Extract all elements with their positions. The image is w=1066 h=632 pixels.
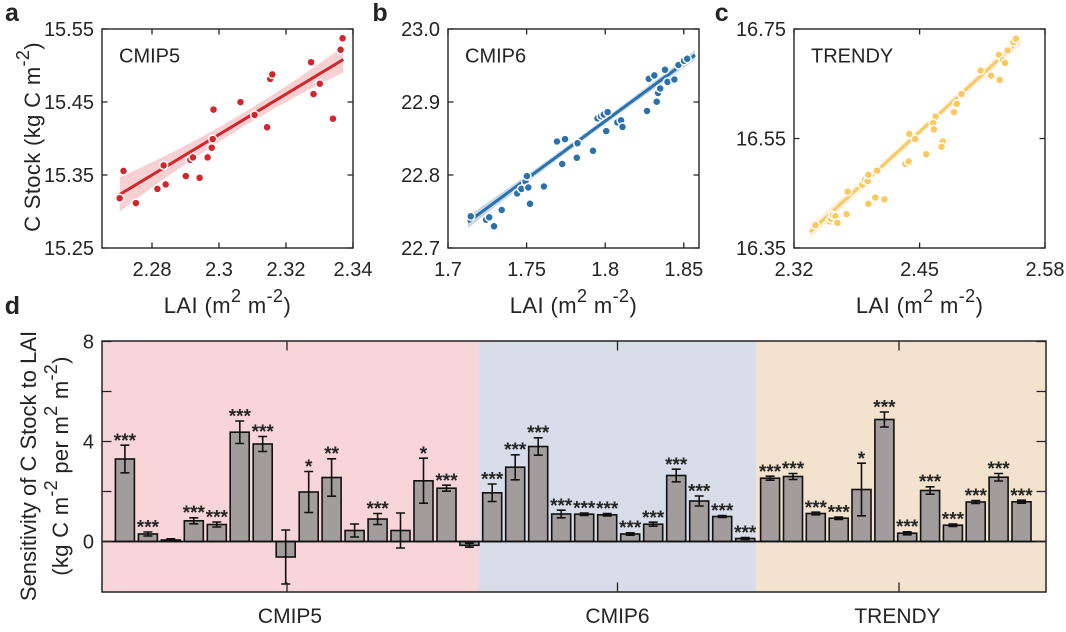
svg-text:2.45: 2.45 (900, 259, 939, 281)
svg-text:CMIP5: CMIP5 (119, 45, 180, 67)
svg-text:***: *** (206, 508, 229, 529)
svg-text:***: *** (527, 423, 550, 444)
svg-text:22.8: 22.8 (401, 165, 440, 187)
svg-text:c: c (715, 0, 729, 27)
svg-text:***: *** (573, 499, 596, 520)
svg-text:***: *** (596, 499, 619, 520)
svg-text:2.34: 2.34 (334, 259, 373, 281)
svg-text:0: 0 (83, 532, 94, 554)
svg-text:15.45: 15.45 (44, 92, 94, 114)
svg-text:16.55: 16.55 (736, 129, 786, 151)
svg-text:1.7: 1.7 (434, 259, 462, 281)
svg-text:***: *** (919, 472, 942, 493)
svg-text:***: *** (942, 510, 965, 531)
svg-text:2.28: 2.28 (133, 259, 172, 281)
svg-text:CMIP6: CMIP6 (585, 605, 649, 628)
svg-text:***: *** (252, 422, 275, 443)
svg-text:***: *** (1010, 486, 1033, 507)
svg-text:a: a (5, 0, 20, 27)
svg-text:***: *** (550, 496, 573, 517)
svg-text:**: ** (324, 444, 339, 465)
svg-text:2.58: 2.58 (1026, 259, 1065, 281)
svg-text:1.75: 1.75 (507, 259, 546, 281)
svg-text:22.7: 22.7 (401, 238, 440, 260)
svg-text:2.32: 2.32 (267, 259, 306, 281)
svg-text:2.32: 2.32 (775, 259, 814, 281)
svg-text:23.0: 23.0 (401, 19, 440, 41)
svg-text:***: *** (688, 482, 711, 503)
svg-text:***: *** (896, 517, 919, 538)
svg-text:8: 8 (83, 332, 94, 354)
svg-text:***: *** (805, 498, 828, 519)
svg-text:***: *** (711, 501, 734, 522)
svg-text:***: *** (642, 508, 665, 529)
svg-text:***: *** (873, 398, 896, 419)
svg-text:***: *** (183, 503, 206, 524)
svg-text:*: * (305, 457, 313, 478)
svg-text:*: * (420, 444, 428, 465)
svg-text:TRENDY: TRENDY (854, 605, 940, 628)
svg-text:15.35: 15.35 (44, 165, 94, 187)
svg-text:***: *** (782, 459, 805, 480)
svg-text:***: *** (114, 431, 137, 452)
svg-text:15.25: 15.25 (44, 238, 94, 260)
svg-text:b: b (372, 0, 387, 27)
svg-text:2.3: 2.3 (205, 259, 233, 281)
svg-text:CMIP5: CMIP5 (258, 605, 322, 628)
svg-text:Sensitivity of C Stock to LAI: Sensitivity of C Stock to LAI (16, 331, 41, 601)
svg-text:***: *** (229, 407, 252, 428)
svg-text:*: * (858, 449, 866, 470)
svg-text:***: *** (759, 462, 782, 483)
svg-text:16.75: 16.75 (736, 19, 786, 41)
svg-text:1.85: 1.85 (664, 259, 703, 281)
svg-text:***: *** (504, 440, 527, 461)
svg-text:***: *** (435, 471, 458, 492)
svg-text:***: *** (665, 455, 688, 476)
svg-text:CMIP6: CMIP6 (465, 45, 526, 67)
svg-text:16.35: 16.35 (736, 238, 786, 260)
svg-text:1.8: 1.8 (591, 259, 619, 281)
svg-text:TRENDY: TRENDY (811, 45, 893, 67)
svg-text:***: *** (481, 470, 504, 491)
svg-text:***: *** (988, 459, 1011, 480)
svg-text:***: *** (367, 499, 390, 520)
svg-text:22.9: 22.9 (401, 92, 440, 114)
svg-text:15.55: 15.55 (44, 19, 94, 41)
svg-text:***: *** (965, 486, 988, 507)
svg-text:***: *** (734, 523, 757, 544)
svg-text:***: *** (137, 518, 160, 539)
svg-text:***: *** (828, 503, 851, 524)
svg-text:4: 4 (83, 432, 94, 454)
svg-text:d: d (5, 292, 20, 320)
svg-text:***: *** (619, 518, 642, 539)
